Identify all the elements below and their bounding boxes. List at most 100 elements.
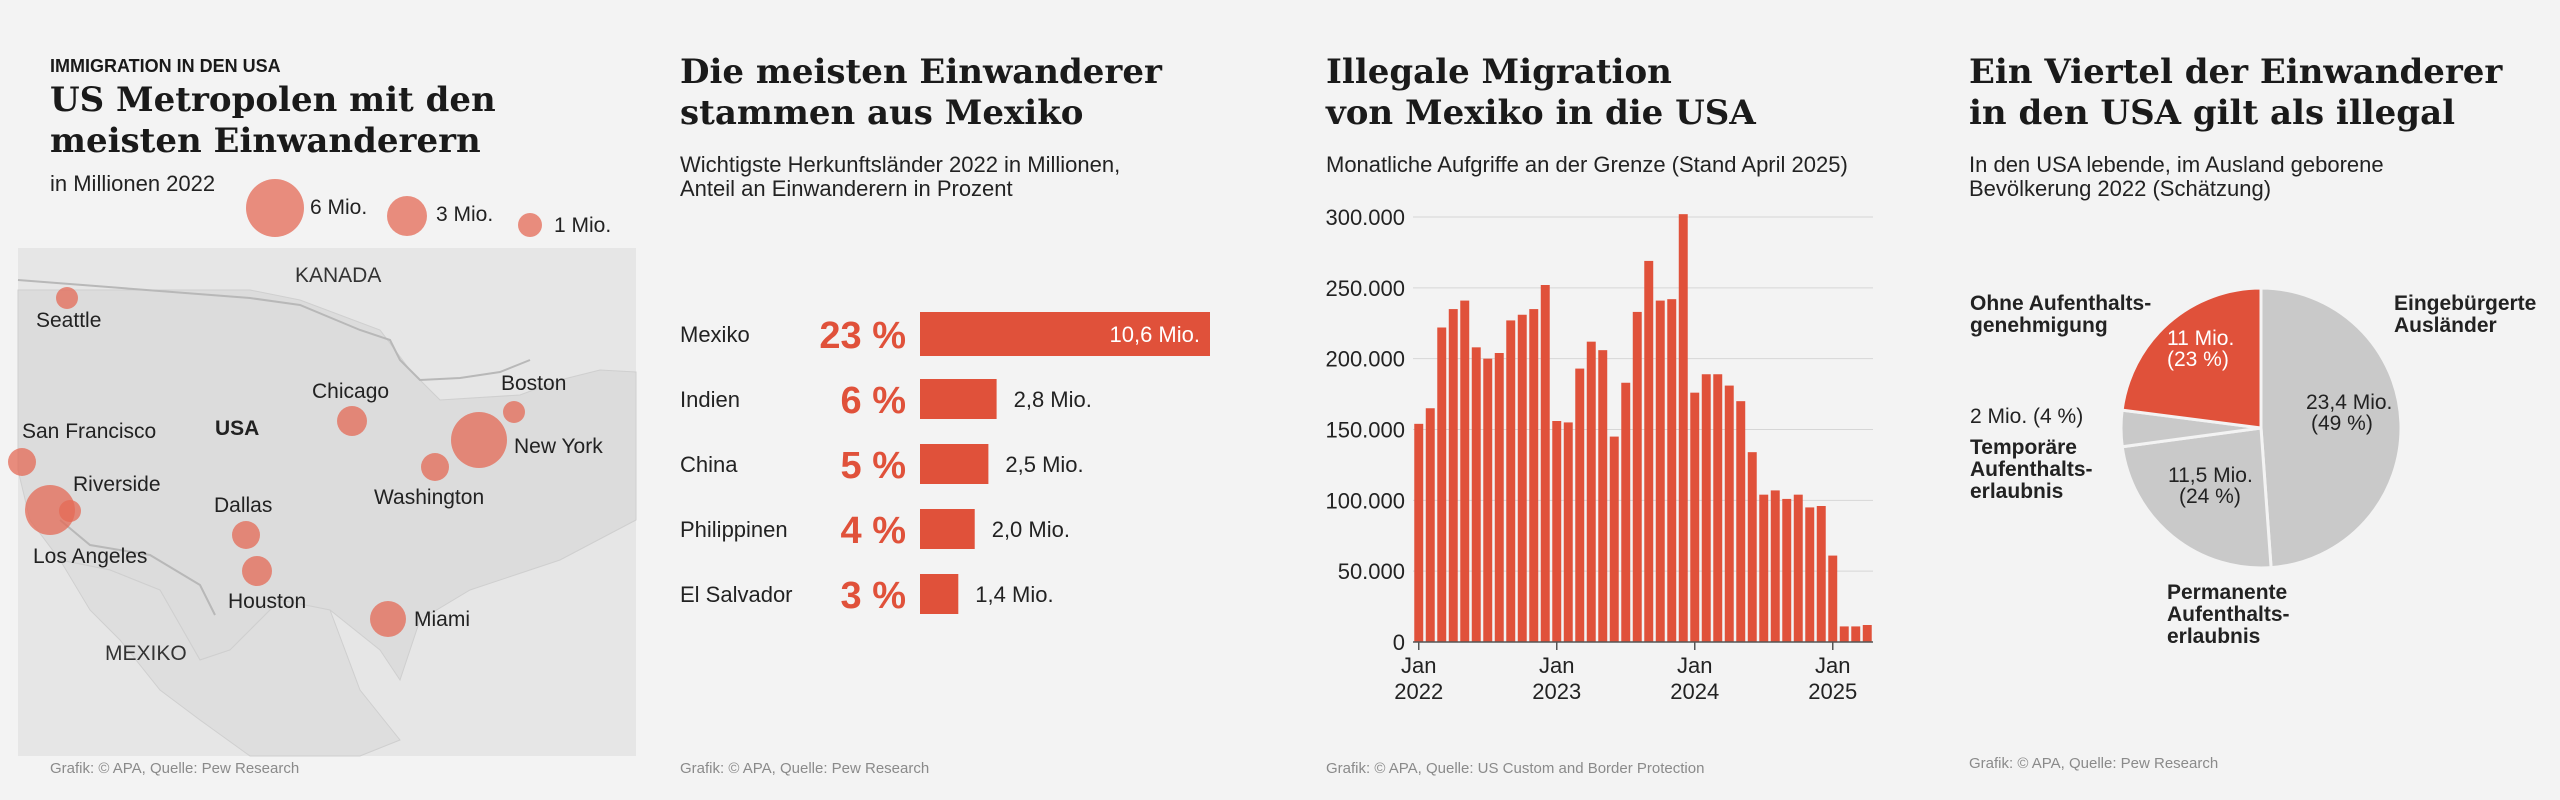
- city-label-dallas: Dallas: [214, 494, 272, 517]
- slice-category-label: Ohne Aufenthalts-: [1970, 292, 2151, 315]
- month-bar: [1747, 452, 1757, 642]
- y-tick-label: 250.000: [1325, 276, 1405, 301]
- country-label: Philippinen: [680, 517, 788, 542]
- month-bar: [1828, 555, 1838, 642]
- pie-slice: [2120, 286, 2263, 430]
- panel4-title-line2: in den USA gilt als illegal: [1969, 93, 2456, 133]
- slice-category-label: erlaubnis: [2167, 625, 2260, 648]
- panel4-subtitle-line2: Bevölkerung 2022 (Schätzung): [1969, 176, 2272, 201]
- share-label: 6 %: [841, 380, 906, 422]
- panel2-subtitle-line1: Wichtigste Herkunftsländer 2022 in Milli…: [680, 152, 1121, 177]
- panel1-title-line1: US Metropolen mit den: [50, 80, 496, 120]
- panel2-subtitle-line2: Anteil an Einwanderern in Prozent: [680, 176, 1013, 201]
- share-label: 3 %: [841, 575, 906, 617]
- month-bar: [1816, 506, 1826, 642]
- panel4-credit: Grafik: © APA, Quelle: Pew Research: [1969, 755, 2219, 772]
- month-bar: [1494, 353, 1504, 642]
- panel2-title-line1: Die meisten Einwanderer: [680, 52, 1162, 92]
- y-tick-label: 300.000: [1325, 205, 1405, 230]
- panel3-credit: Grafik: © APA, Quelle: US Custom and Bor…: [1326, 760, 1705, 777]
- city-bubble-dallas: [232, 521, 260, 549]
- share-label: 23 %: [819, 315, 906, 357]
- month-bar: [1586, 341, 1596, 642]
- panel3-title-line1: Illegale Migration: [1326, 52, 1672, 92]
- x-tick-label: 2025: [1808, 679, 1857, 704]
- month-bar: [1862, 625, 1872, 642]
- month-bar: [1425, 408, 1435, 642]
- slice-value-label: 11 Mio.: [2167, 327, 2234, 350]
- month-bar: [1839, 626, 1849, 642]
- country-bar: [920, 444, 989, 484]
- panel4-subtitle: In den USA lebende, im Ausland geborene …: [1969, 153, 2384, 201]
- panel1-title: US Metropolen mit den meisten Einwandere…: [50, 80, 496, 162]
- x-tick-label: Jan: [1401, 653, 1436, 678]
- slice-value-label: (23 %): [2167, 348, 2229, 371]
- y-tick-label: 0: [1393, 630, 1405, 655]
- slice-category-label: Permanente: [2167, 581, 2287, 604]
- month-bar: [1483, 358, 1493, 642]
- city-bubble-washington: [421, 453, 449, 481]
- city-label-san-francisco: San Francisco: [22, 420, 156, 443]
- country-label: Indien: [680, 387, 740, 412]
- slice-value-label: (24 %): [2179, 485, 2241, 508]
- legend-bubble-3: [387, 196, 427, 236]
- slice-category-label: genehmigung: [1970, 314, 2108, 337]
- country-bar: [920, 312, 1210, 356]
- slice-category-label: Ausländer: [2394, 314, 2497, 337]
- country-label: Mexiko: [680, 322, 750, 347]
- month-bar: [1736, 401, 1746, 642]
- panel1-subtitle: in Millionen 2022: [50, 171, 216, 196]
- panel3-title-line2: von Mexiko in die USA: [1326, 93, 1756, 133]
- x-tick-label: Jan: [1677, 653, 1712, 678]
- month-bar: [1644, 260, 1654, 642]
- month-bar: [1448, 309, 1458, 642]
- month-bar: [1632, 311, 1642, 642]
- month-bar: [1701, 374, 1711, 642]
- value-label: 1,4 Mio.: [975, 582, 1053, 607]
- month-bar: [1667, 299, 1677, 642]
- month-bar: [1460, 300, 1470, 642]
- month-bar: [1805, 507, 1815, 642]
- city-bubble-boston: [503, 401, 525, 423]
- panel4-title-line1: Ein Viertel der Einwanderer: [1969, 52, 2503, 92]
- month-bar: [1506, 320, 1516, 642]
- status-pie-chart: 23,4 Mio.(49 %) 11,5 Mio.(24 %) 11 Mio.(23…: [1970, 286, 2536, 648]
- panel1-title-line2: meisten Einwanderern: [50, 121, 481, 161]
- panel2-subtitle: Wichtigste Herkunftsländer 2022 in Milli…: [680, 153, 1120, 201]
- country-bar: [920, 379, 997, 419]
- panel4-title: Ein Viertel der Einwanderer in den USA g…: [1969, 52, 2502, 134]
- legend-label-3: 3 Mio.: [436, 203, 493, 226]
- city-bubble-seattle: [56, 287, 78, 309]
- legend-label-6: 6 Mio.: [310, 196, 367, 219]
- city-bubble-san-francisco: [8, 448, 36, 476]
- y-tick-label: 150.000: [1325, 418, 1405, 443]
- panel3-title: Illegale Migration von Mexiko in die USA: [1326, 52, 1756, 134]
- slice-value-label: 23,4 Mio.: [2306, 391, 2392, 414]
- region-usa: USA: [215, 417, 259, 440]
- legend-bubble-1: [518, 213, 542, 237]
- slice-category-label: Eingebürgerte: [2394, 292, 2536, 315]
- panel4-subtitle-line1: In den USA lebende, im Ausland geborene: [1969, 152, 2384, 177]
- slice-value-label: (49 %): [2311, 412, 2373, 435]
- x-tick-label: Jan: [1815, 653, 1850, 678]
- month-bar: [1759, 494, 1769, 642]
- city-bubble-los-angeles: [25, 485, 75, 535]
- pie-slice: [2120, 426, 2273, 570]
- pie-slice: [2259, 286, 2403, 570]
- month-bar: [1529, 309, 1539, 642]
- month-bar: [1690, 392, 1700, 642]
- country-bar: [920, 509, 975, 549]
- month-bar: [1552, 421, 1562, 642]
- legend-bubble-6: [246, 179, 304, 237]
- panel1-credit: Grafik: © APA, Quelle: Pew Research: [50, 760, 300, 777]
- slice-category-label: Temporäre: [1970, 436, 2077, 459]
- panel2-title: Die meisten Einwanderer stammen aus Mexi…: [680, 52, 1162, 134]
- value-label: 2,5 Mio.: [1005, 452, 1083, 477]
- slice-value-label: 2 Mio. (4 %): [1970, 405, 2083, 428]
- country-label: China: [680, 452, 738, 477]
- month-bar: [1713, 374, 1723, 642]
- month-bar: [1563, 422, 1573, 642]
- month-bar: [1414, 423, 1424, 642]
- panel-aufgriffe: Illegale Migration von Mexiko in die USA…: [1280, 0, 1920, 800]
- city-label-seattle: Seattle: [36, 309, 101, 332]
